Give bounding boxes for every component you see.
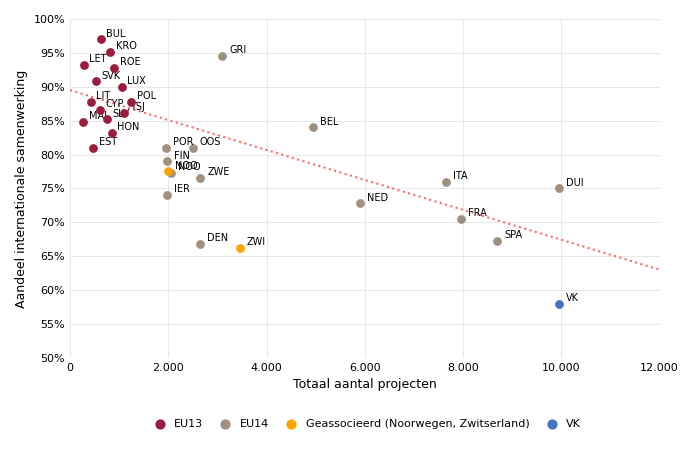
Y-axis label: Aandeel internationale samenwerking: Aandeel internationale samenwerking: [15, 69, 28, 307]
Text: MAL: MAL: [89, 111, 110, 121]
EU13: [101, 116, 112, 123]
EU13: [95, 36, 106, 43]
EU13: [78, 118, 89, 126]
EU14: [195, 174, 206, 182]
VK: [553, 300, 564, 307]
Text: BEL: BEL: [320, 117, 339, 127]
Text: SPA: SPA: [505, 230, 523, 240]
EU13: [126, 98, 137, 106]
EU14: [492, 238, 503, 245]
Text: TSJ: TSJ: [130, 102, 144, 112]
Text: NOO: NOO: [178, 162, 201, 172]
Text: NOO: NOO: [176, 161, 198, 171]
EU13: [116, 83, 127, 90]
Text: GRI: GRI: [229, 46, 246, 56]
EU14: [553, 185, 564, 192]
Text: IER: IER: [174, 184, 190, 194]
Geassocieerd (Noorwegen, Zwitserland): [234, 244, 245, 252]
X-axis label: Totaal aantal projecten: Totaal aantal projecten: [293, 378, 437, 391]
Text: SVK: SVK: [101, 70, 121, 80]
EU13: [85, 98, 96, 106]
EU14: [165, 169, 176, 177]
Text: CYP: CYP: [105, 99, 124, 109]
Legend: EU13, EU14, Geassocieerd (Noorwegen, Zwitserland), VK: EU13, EU14, Geassocieerd (Noorwegen, Zwi…: [144, 414, 586, 433]
Text: EST: EST: [99, 137, 117, 147]
EU14: [217, 52, 228, 60]
EU13: [87, 144, 99, 151]
EU13: [105, 48, 116, 55]
EU14: [195, 240, 206, 248]
Text: ZWI: ZWI: [246, 237, 266, 247]
Text: DEN: DEN: [208, 233, 228, 243]
Text: HON: HON: [117, 122, 139, 132]
EU13: [119, 109, 130, 116]
Text: DUI: DUI: [566, 178, 584, 188]
Text: VK: VK: [566, 293, 579, 303]
Text: POL: POL: [137, 91, 156, 101]
EU14: [441, 178, 452, 186]
EU14: [455, 215, 466, 223]
Text: SLV: SLV: [112, 109, 130, 119]
EU14: [162, 191, 173, 199]
Text: POR: POR: [173, 137, 194, 147]
Text: LET: LET: [90, 54, 107, 64]
Text: FRA: FRA: [468, 208, 486, 218]
Text: BUL: BUL: [106, 29, 126, 39]
EU13: [109, 64, 120, 71]
Text: FIN: FIN: [174, 150, 190, 160]
EU14: [160, 144, 171, 151]
Text: OOS: OOS: [200, 137, 221, 147]
EU14: [307, 124, 319, 131]
Text: ROE: ROE: [120, 57, 140, 67]
Text: ZWE: ZWE: [208, 168, 230, 178]
EU14: [162, 158, 173, 165]
Text: ITA: ITA: [453, 171, 468, 181]
EU13: [78, 61, 90, 69]
Geassocieerd (Noorwegen, Zwitserland): [163, 168, 174, 175]
EU13: [94, 106, 105, 114]
Text: KRO: KRO: [116, 41, 137, 51]
Text: NED: NED: [367, 192, 388, 202]
Text: LUX: LUX: [127, 76, 146, 86]
Text: LIT: LIT: [96, 91, 110, 101]
EU14: [187, 144, 198, 151]
EU13: [90, 78, 101, 85]
EU13: [106, 129, 117, 137]
EU14: [355, 199, 366, 207]
